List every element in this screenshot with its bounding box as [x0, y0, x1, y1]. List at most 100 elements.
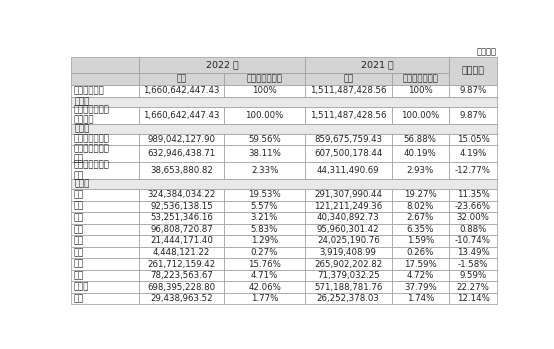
Text: -12.77%: -12.77%: [455, 166, 491, 175]
Text: 265,902,202.82: 265,902,202.82: [314, 260, 382, 268]
Text: 分产品: 分产品: [75, 124, 90, 133]
Bar: [71, 258, 139, 270]
Bar: [392, 212, 449, 224]
Bar: [449, 134, 497, 145]
Text: 859,675,759.43: 859,675,759.43: [314, 135, 382, 144]
Text: -10.74%: -10.74%: [455, 236, 491, 245]
Text: 29,438,963.52: 29,438,963.52: [150, 294, 213, 303]
Bar: [71, 235, 139, 247]
Bar: [392, 145, 449, 162]
Bar: [224, 247, 305, 258]
Bar: [224, 270, 305, 281]
Text: 989,042,127.90: 989,042,127.90: [147, 135, 216, 144]
Bar: [224, 200, 305, 212]
Bar: [139, 281, 224, 293]
Text: 19.27%: 19.27%: [404, 190, 437, 199]
Bar: [305, 258, 392, 270]
Text: 291,307,990.44: 291,307,990.44: [314, 190, 382, 199]
Text: 分地区: 分地区: [75, 179, 90, 188]
Text: 金额: 金额: [343, 74, 353, 83]
Bar: [305, 162, 392, 179]
Text: 9.87%: 9.87%: [459, 111, 486, 119]
Text: 100%: 100%: [252, 86, 277, 95]
Text: 9.87%: 9.87%: [459, 86, 486, 95]
Bar: [305, 189, 392, 200]
Bar: [139, 293, 224, 304]
Bar: [71, 97, 497, 106]
Text: 0.27%: 0.27%: [251, 248, 278, 257]
Text: 3,919,408.99: 3,919,408.99: [320, 248, 377, 257]
Bar: [224, 281, 305, 293]
Bar: [449, 106, 497, 124]
Text: 其他: 其他: [73, 294, 83, 303]
Text: 261,712,159.42: 261,712,159.42: [147, 260, 216, 268]
Bar: [392, 134, 449, 145]
Bar: [305, 247, 392, 258]
Text: 中东: 中东: [73, 248, 83, 257]
Bar: [305, 145, 392, 162]
Bar: [392, 293, 449, 304]
Bar: [305, 235, 392, 247]
Bar: [305, 281, 392, 293]
Text: 37.79%: 37.79%: [404, 283, 437, 292]
Text: 华中: 华中: [73, 213, 83, 222]
Bar: [139, 189, 224, 200]
Text: 5.57%: 5.57%: [251, 202, 278, 211]
Bar: [305, 73, 392, 85]
Bar: [224, 293, 305, 304]
Bar: [139, 85, 224, 97]
Text: 21,444,171.40: 21,444,171.40: [150, 236, 213, 245]
Text: -1.58%: -1.58%: [458, 260, 488, 268]
Bar: [71, 162, 139, 179]
Bar: [139, 200, 224, 212]
Bar: [71, 200, 139, 212]
Bar: [224, 106, 305, 124]
Bar: [305, 57, 449, 73]
Text: 53,251,346.16: 53,251,346.16: [150, 213, 213, 222]
Bar: [449, 224, 497, 235]
Bar: [224, 145, 305, 162]
Bar: [449, 270, 497, 281]
Bar: [392, 200, 449, 212]
Text: 4.71%: 4.71%: [251, 271, 278, 280]
Bar: [71, 293, 139, 304]
Text: 1.29%: 1.29%: [251, 236, 278, 245]
Bar: [139, 224, 224, 235]
Text: 2.33%: 2.33%: [251, 166, 278, 175]
Bar: [449, 85, 497, 97]
Text: 12.14%: 12.14%: [456, 294, 490, 303]
Text: 96,808,720.87: 96,808,720.87: [150, 225, 213, 234]
Bar: [305, 200, 392, 212]
Bar: [139, 57, 305, 73]
Bar: [71, 134, 139, 145]
Text: 17.59%: 17.59%: [404, 260, 437, 268]
Bar: [71, 281, 139, 293]
Text: 4.19%: 4.19%: [459, 149, 486, 158]
Text: 华西: 华西: [73, 236, 83, 245]
Text: 40.19%: 40.19%: [404, 149, 437, 158]
Text: 北美洲: 北美洲: [73, 283, 89, 292]
Bar: [449, 145, 497, 162]
Bar: [71, 189, 139, 200]
Text: 100.00%: 100.00%: [401, 111, 439, 119]
Text: 698,395,228.80: 698,395,228.80: [147, 283, 216, 292]
Text: 78,223,563.67: 78,223,563.67: [150, 271, 213, 280]
Text: 亚洲: 亚洲: [73, 271, 83, 280]
Bar: [305, 270, 392, 281]
Bar: [139, 162, 224, 179]
Text: -23.66%: -23.66%: [455, 202, 491, 211]
Bar: [305, 212, 392, 224]
Bar: [71, 106, 139, 124]
Bar: [139, 235, 224, 247]
Text: 56.88%: 56.88%: [404, 135, 437, 144]
Text: 环保设备制造及
服务行业: 环保设备制造及 服务行业: [73, 105, 109, 125]
Text: 11.35%: 11.35%: [456, 190, 490, 199]
Text: 8.02%: 8.02%: [407, 202, 434, 211]
Text: 95,960,301.42: 95,960,301.42: [317, 225, 379, 234]
Text: 92,536,138.15: 92,536,138.15: [150, 202, 213, 211]
Text: 15.05%: 15.05%: [456, 135, 490, 144]
Text: 3.21%: 3.21%: [251, 213, 278, 222]
Text: 分行业: 分行业: [75, 97, 90, 106]
Bar: [392, 235, 449, 247]
Text: 营业收入合计: 营业收入合计: [73, 86, 104, 95]
